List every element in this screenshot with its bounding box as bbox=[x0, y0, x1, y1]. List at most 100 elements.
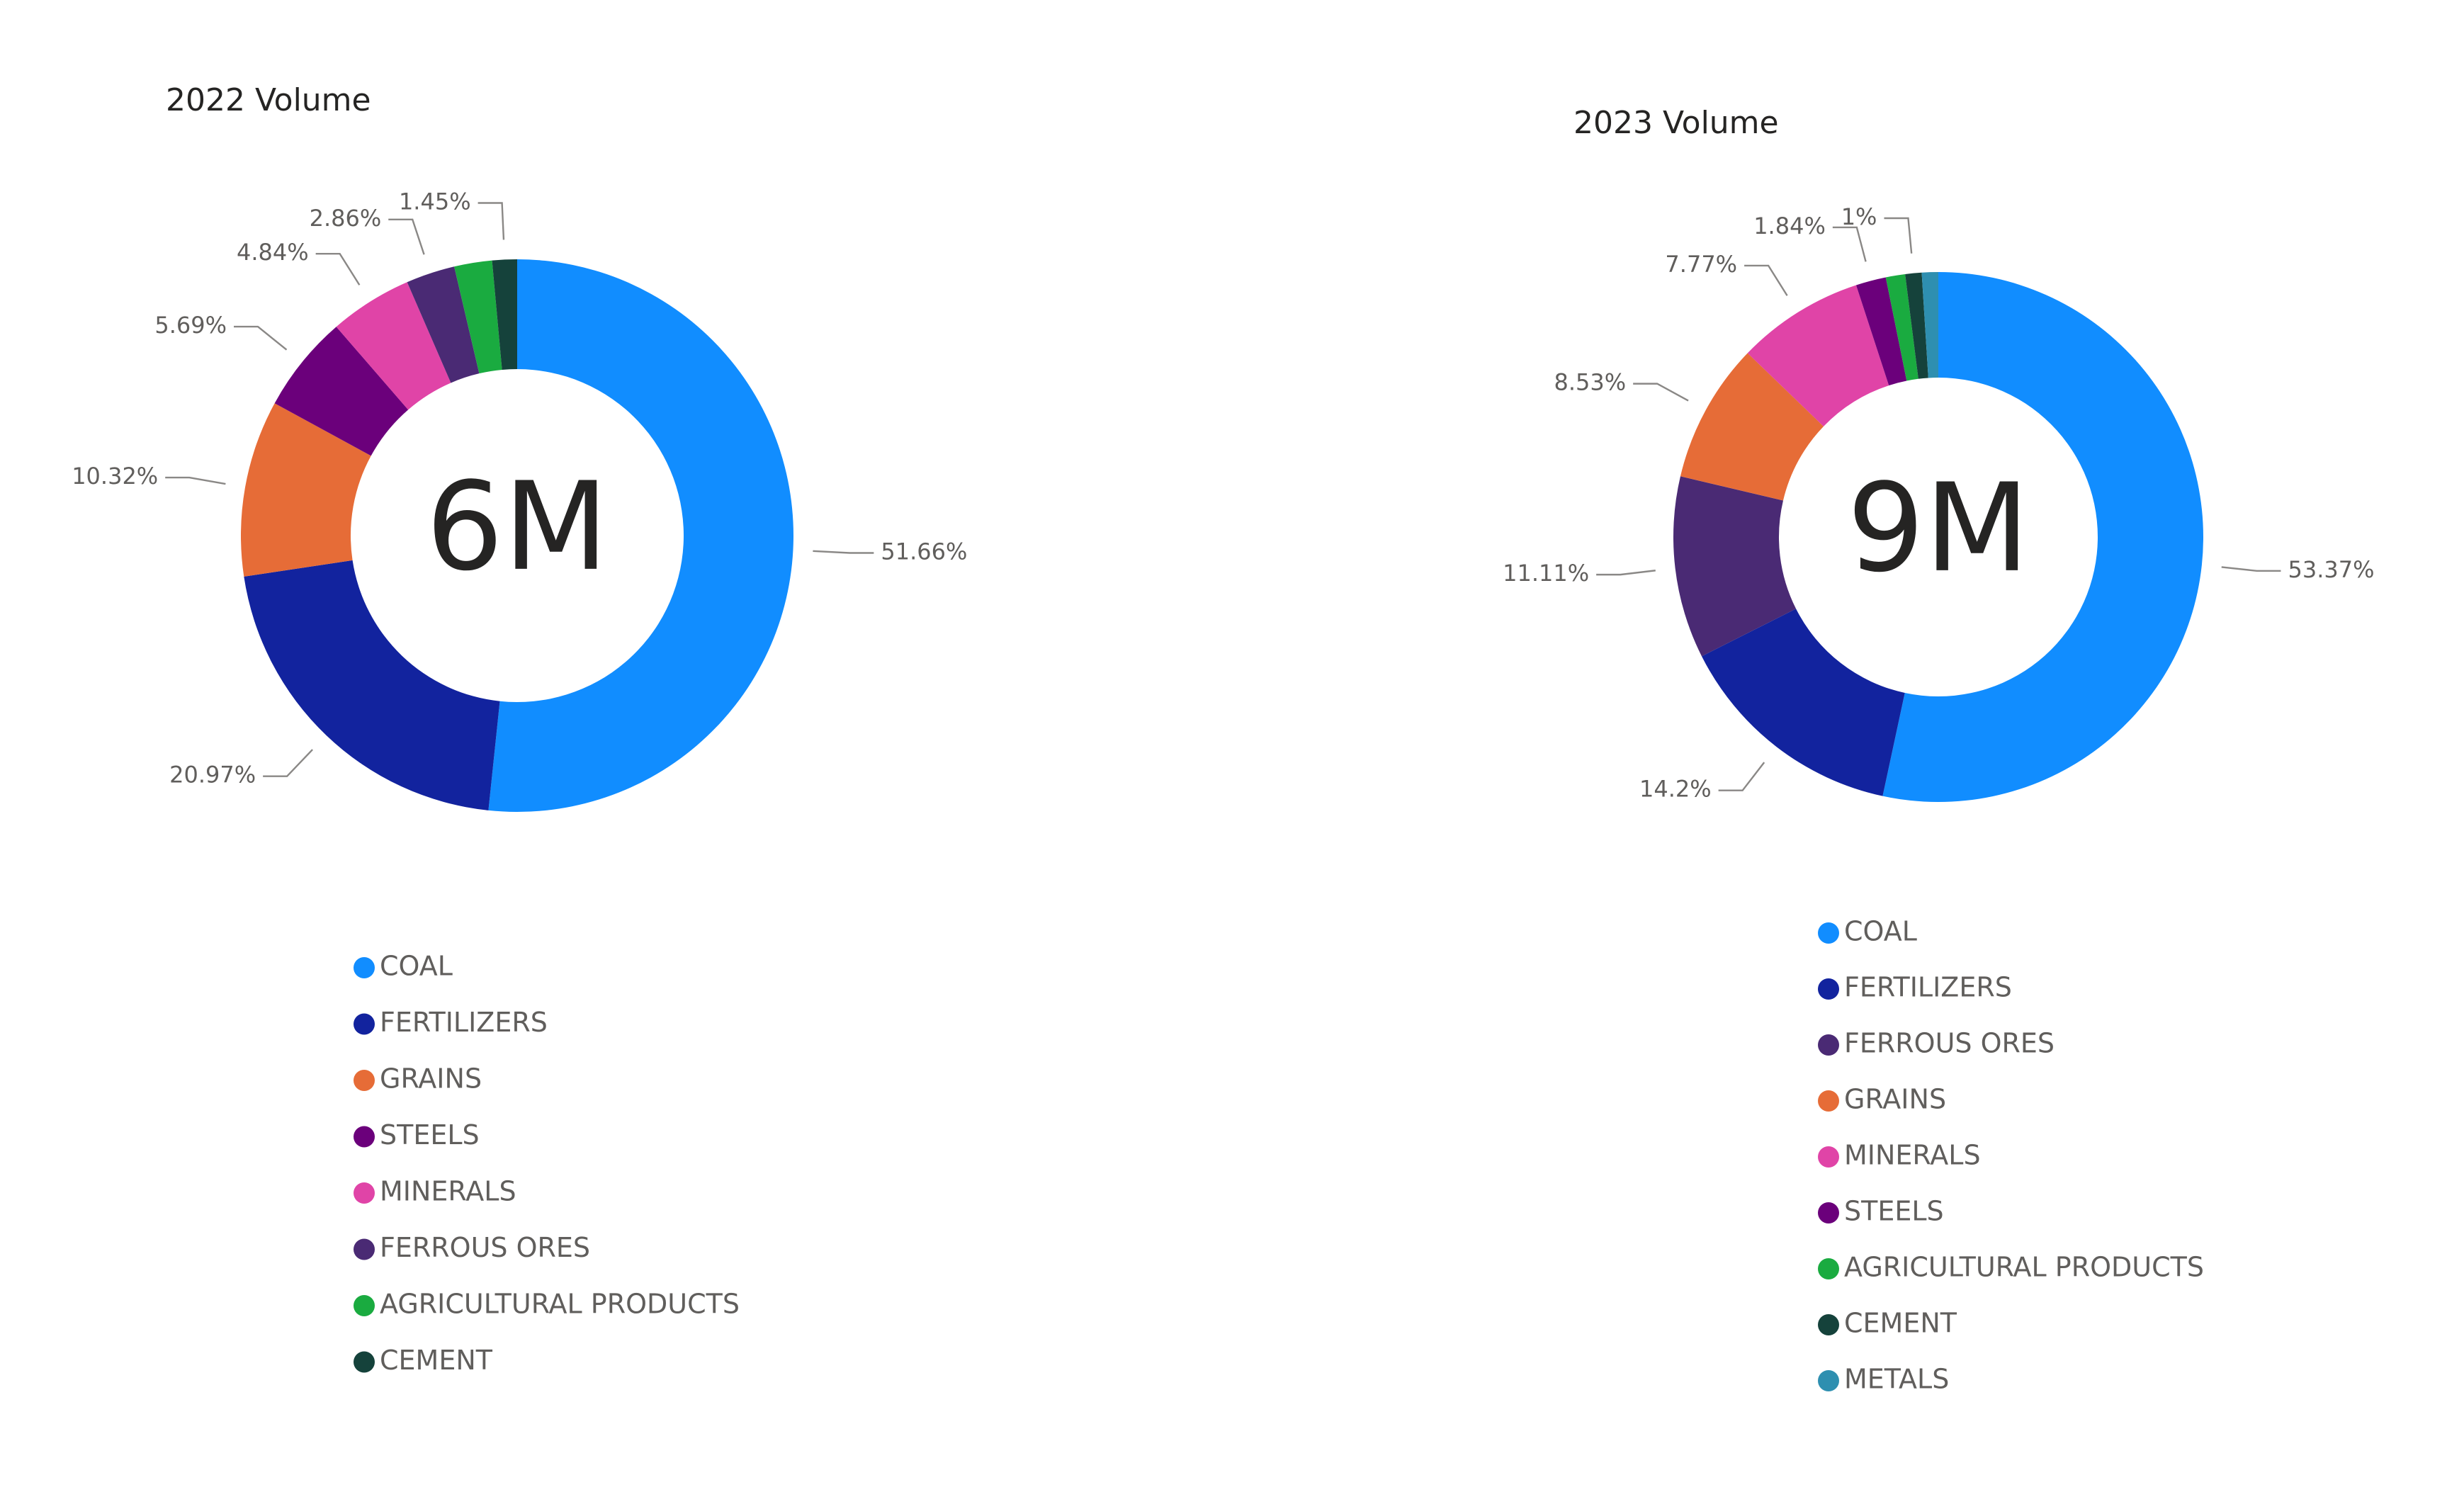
data-label-coal: 51.66% bbox=[881, 538, 967, 565]
legend-item[interactable]: FERROUS ORES bbox=[354, 1232, 590, 1263]
chart-title: 2022 Volume bbox=[166, 82, 371, 118]
data-label-steels: 1.84% bbox=[1753, 213, 1826, 239]
donut-slice-coal[interactable] bbox=[488, 259, 793, 812]
legend-swatch bbox=[1818, 1146, 1839, 1168]
chart-2023-volume: 2023 Volume 53.37% 14.2% 11.11% 8.53% 7.77% 1… bbox=[1503, 105, 2374, 1395]
donut-slice-fertilizers[interactable] bbox=[244, 560, 500, 810]
data-label-grains: 10.32% bbox=[72, 463, 158, 490]
legend-item[interactable]: GRAINS bbox=[354, 1063, 482, 1095]
legend-item[interactable]: STEELS bbox=[354, 1119, 480, 1151]
leader-line-coal bbox=[2221, 566, 2281, 572]
leader-line-grains bbox=[1633, 383, 1689, 402]
legend-item[interactable]: AGRICULTURAL PRODUCTS bbox=[1818, 1252, 2204, 1283]
leader-line-ferrous-ores bbox=[388, 218, 425, 255]
donut-center-total: 6M bbox=[426, 456, 609, 598]
donut-slice-fertilizers[interactable] bbox=[1702, 609, 1905, 796]
donut-slice-ferrous-ores[interactable] bbox=[1673, 476, 1797, 657]
data-label-fertilizers: 20.97% bbox=[169, 762, 256, 789]
leader-line-ferrous-ores bbox=[1596, 570, 1656, 576]
donut-slice-grains[interactable] bbox=[241, 403, 371, 577]
legend-swatch bbox=[1818, 1034, 1839, 1056]
leader-line-fertilizers bbox=[263, 749, 313, 777]
legend-label: COAL bbox=[380, 951, 453, 982]
donut-slice-steels[interactable] bbox=[274, 327, 409, 456]
legend-label: MINERALS bbox=[1844, 1140, 1981, 1171]
donut-slice-metals[interactable] bbox=[1921, 272, 1938, 378]
donut-center-total: 9M bbox=[1847, 457, 2030, 599]
legend-label: FERROUS ORES bbox=[380, 1232, 590, 1263]
legend-swatch bbox=[354, 1126, 375, 1148]
legend-item[interactable]: MINERALS bbox=[354, 1176, 516, 1207]
leader-line-cement bbox=[1884, 217, 1913, 254]
legend-item[interactable]: METALS bbox=[1818, 1364, 1949, 1395]
legend-swatch bbox=[1818, 922, 1839, 944]
chart-title: 2023 Volume bbox=[1573, 105, 1779, 141]
legend-label: AGRICULTURAL PRODUCTS bbox=[380, 1289, 740, 1320]
data-label-cement: 1.45% bbox=[399, 188, 471, 215]
donut-slice-ferrous-ores[interactable] bbox=[407, 266, 480, 383]
donut-slice-cement[interactable] bbox=[1905, 272, 1928, 379]
legend-item[interactable]: MINERALS bbox=[1818, 1140, 1981, 1171]
legend-swatch bbox=[354, 1070, 375, 1091]
legend-item[interactable]: GRAINS bbox=[1818, 1084, 1946, 1115]
leader-line-steels bbox=[1832, 226, 1867, 262]
leader-line-minerals bbox=[315, 253, 361, 286]
legend-label: STEELS bbox=[380, 1119, 480, 1151]
donut-slice-grains[interactable] bbox=[1680, 353, 1824, 501]
legend-label: COAL bbox=[1844, 916, 1917, 947]
legend-swatch bbox=[354, 1013, 375, 1035]
data-label-fertilizers: 14.2% bbox=[1639, 776, 1712, 803]
donut-slice-cement[interactable] bbox=[492, 259, 517, 370]
legend-item[interactable]: AGRICULTURAL PRODUCTS bbox=[354, 1289, 740, 1320]
donut-slice-agricultural-products[interactable] bbox=[1885, 273, 1918, 381]
legend-label: METALS bbox=[1844, 1364, 1949, 1395]
leader-line-grains bbox=[165, 476, 226, 485]
donut-slice-steels[interactable] bbox=[1855, 277, 1907, 386]
legend-label: CEMENT bbox=[380, 1345, 493, 1376]
donut-slice-minerals[interactable] bbox=[336, 282, 451, 410]
legend-label: AGRICULTURAL PRODUCTS bbox=[1844, 1252, 2204, 1283]
legend-label: CEMENT bbox=[1844, 1308, 1957, 1339]
legend-swatch bbox=[354, 1238, 375, 1260]
legend-item[interactable]: FERTILIZERS bbox=[1818, 972, 2012, 1003]
legend-label: FERTILIZERS bbox=[1844, 972, 2012, 1003]
donut-slice-coal[interactable] bbox=[1882, 272, 2203, 802]
legend-swatch bbox=[1818, 1370, 1839, 1391]
legend-label: FERROUS ORES bbox=[1844, 1028, 2055, 1059]
leader-line-coal bbox=[813, 550, 874, 554]
legend-item[interactable]: COAL bbox=[354, 951, 453, 982]
legend-swatch bbox=[1818, 1090, 1839, 1112]
legend-label: GRAINS bbox=[380, 1063, 482, 1095]
donut-slice-minerals[interactable] bbox=[1747, 285, 1889, 426]
legend-swatch bbox=[1818, 1202, 1839, 1223]
legend-swatch bbox=[354, 1351, 375, 1373]
donut-slice-agricultural-products[interactable] bbox=[454, 260, 502, 374]
legend-swatch bbox=[354, 1182, 375, 1204]
legend-item[interactable]: COAL bbox=[1818, 916, 1917, 947]
chart-2022-volume: 2022 Volume 51.66% 20.97% 10.32% 5.69% 4.84%… bbox=[72, 82, 967, 1376]
data-label-grains: 8.53% bbox=[1554, 369, 1627, 396]
legend-label: FERTILIZERS bbox=[380, 1007, 548, 1038]
legend-item[interactable]: CEMENT bbox=[354, 1345, 493, 1376]
leader-line-steels bbox=[234, 325, 288, 351]
data-label-cement: 1% bbox=[1841, 203, 1877, 230]
legend-swatch bbox=[1818, 978, 1839, 1000]
legend-item[interactable]: FERROUS ORES bbox=[1818, 1028, 2055, 1059]
data-label-ferrous-ores: 2.86% bbox=[310, 205, 382, 232]
legend-item[interactable]: STEELS bbox=[1818, 1196, 1944, 1227]
data-label-minerals: 4.84% bbox=[237, 239, 309, 266]
legend-label: MINERALS bbox=[380, 1176, 516, 1207]
legend-item[interactable]: FERTILIZERS bbox=[354, 1007, 548, 1038]
legend-swatch bbox=[1818, 1258, 1839, 1279]
data-label-minerals: 7.77% bbox=[1665, 251, 1737, 278]
legend-swatch bbox=[354, 1295, 375, 1316]
legend-label: GRAINS bbox=[1844, 1084, 1946, 1115]
data-label-steels: 5.69% bbox=[154, 312, 227, 339]
legend-item[interactable]: CEMENT bbox=[1818, 1308, 1957, 1339]
legend-swatch bbox=[1818, 1314, 1839, 1335]
leader-line-fertilizers bbox=[1718, 762, 1765, 791]
legend-label: STEELS bbox=[1844, 1196, 1944, 1227]
legend-swatch bbox=[354, 957, 375, 978]
